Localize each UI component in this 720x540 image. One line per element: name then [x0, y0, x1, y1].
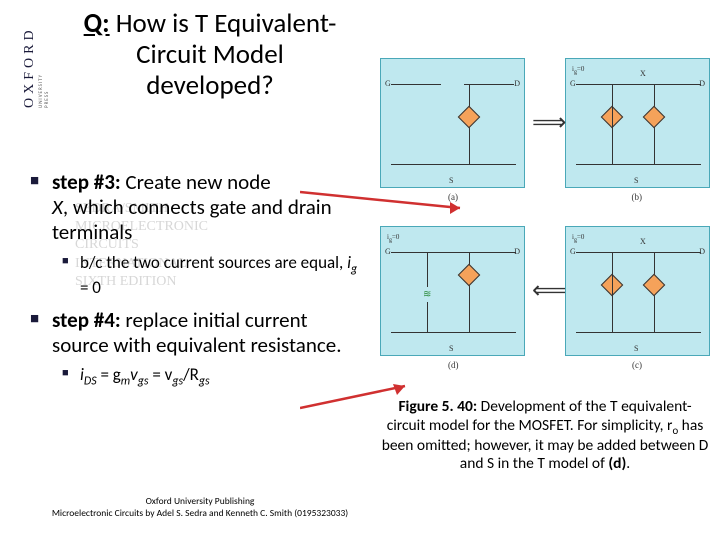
wire: [391, 252, 516, 253]
lbl-G-a: G: [385, 79, 391, 88]
wire: [576, 252, 701, 253]
publisher-logo: OXFORD UNIVERSITY PRESS: [8, 8, 48, 113]
s4s-3: = g: [97, 364, 121, 385]
lbl-X-b: X: [640, 69, 646, 78]
step-3-sub: b/c the two current sources are equal, i…: [30, 252, 360, 299]
panel-label-c: (c): [632, 360, 642, 370]
slide-body: step #3: Create new node X, which connec…: [30, 170, 360, 400]
wire: [576, 164, 701, 165]
s4s-10: gs: [199, 375, 210, 389]
figure-block: G D S G D S X ig=0 G D S ig=0 ≋ G: [380, 58, 710, 356]
dep-source-icon: [643, 106, 666, 129]
lbl-S-b: S: [634, 176, 638, 185]
wire: [576, 332, 701, 333]
lbl-G-d: G: [385, 247, 391, 256]
lbl-G-c: G: [570, 247, 576, 256]
credit-line2: Microelectronic Circuits by Adel S. Sedr…: [40, 508, 360, 520]
step-3-sub-text: b/c the two current sources are equal,: [80, 252, 343, 273]
lbl-ig0-b: ig=0: [572, 65, 584, 75]
wire: [427, 302, 428, 332]
lbl-S-c: S: [634, 344, 638, 353]
s4s-7: = v: [149, 364, 173, 385]
wire: [391, 84, 441, 85]
s4s-2: DS: [84, 375, 97, 389]
step-3: step #3: Create new node X, which connec…: [30, 170, 360, 246]
lbl-ig0-d: ig=0: [387, 233, 399, 243]
step-3-label: step #3:: [52, 169, 121, 195]
step-3-sub-eq-rest: = 0: [80, 277, 101, 298]
caption-lead: Figure 5. 40:: [398, 397, 477, 416]
wire: [612, 84, 613, 164]
wire: [391, 332, 516, 333]
panel-b: G D S X ig=0: [565, 58, 710, 188]
lbl-S-d: S: [449, 344, 453, 353]
lbl-G-b: G: [570, 79, 576, 88]
panel-d: G D S ig=0 ≋: [380, 226, 525, 356]
wire: [464, 84, 514, 85]
step-4-sub: iDS = gmvgs = vgs/Rgs: [30, 364, 360, 389]
step-3-cont: , which connects gate and drain terminal…: [52, 194, 332, 245]
wire: [427, 252, 428, 287]
caption-body3: .: [626, 454, 630, 473]
wire: [576, 84, 701, 85]
s4s-5: v: [130, 364, 138, 385]
s4s-8: gs: [172, 375, 183, 389]
dep-source-icon: [458, 264, 481, 287]
panel-c: G D S X ig=0: [565, 226, 710, 356]
caption-bold2: (d): [608, 454, 626, 473]
resistor-icon: ≋: [423, 287, 431, 300]
panel-a: G D S: [380, 58, 525, 188]
s4s-6: gs: [138, 375, 149, 389]
wire: [612, 252, 613, 332]
panel-label-b: (b): [632, 192, 643, 202]
step-4: step #4: replace initial current source …: [30, 308, 360, 358]
lbl-D-a: D: [514, 79, 520, 88]
s4s-9: /R: [183, 364, 199, 385]
flow-arrow-left-icon: ⟸: [532, 276, 566, 305]
footer-credit: Oxford University Publishing Microelectr…: [40, 496, 360, 520]
lbl-X-c: X: [640, 237, 646, 246]
step-4-label: step #4:: [52, 307, 121, 333]
step-3-x: X: [52, 194, 63, 220]
flow-arrow-right-icon: ⟹: [532, 108, 566, 137]
question-label: Q:: [84, 7, 110, 40]
lbl-ig0-c: ig=0: [572, 233, 584, 243]
lbl-S-a: S: [449, 176, 453, 185]
question-text: How is T Equivalent-Circuit Model develo…: [116, 7, 337, 102]
figure-caption: Figure 5. 40: Development of the T equiv…: [380, 398, 710, 474]
panel-label-a: (a): [448, 192, 458, 202]
logo-sub: UNIVERSITY PRESS: [38, 74, 50, 108]
step-3-text: Create new node: [125, 169, 270, 195]
dep-source-icon: [643, 274, 666, 297]
step-3-sub-eq-g: g: [351, 262, 357, 276]
slide-question: Q: How is T Equivalent-Circuit Model dev…: [80, 8, 340, 101]
dep-source-icon: [458, 106, 481, 129]
s4s-4: m: [121, 375, 130, 389]
panel-label-d: (d): [448, 360, 459, 370]
logo-main: OXFORD: [22, 26, 38, 108]
wire: [391, 164, 516, 165]
